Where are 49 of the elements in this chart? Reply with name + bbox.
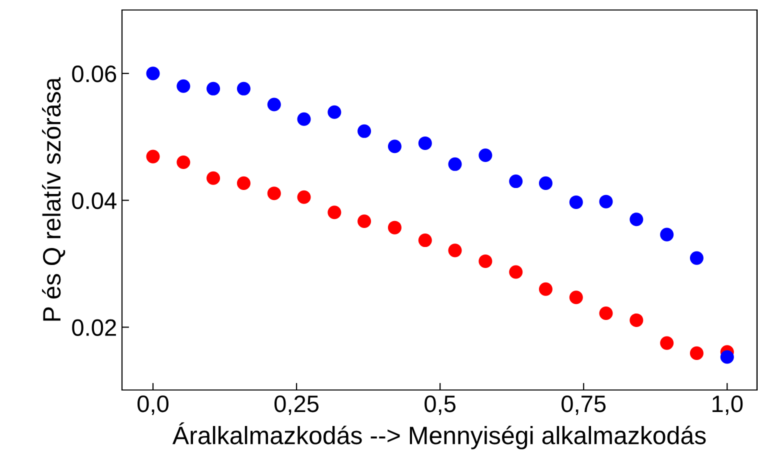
y-axis-title: P és Q relatív szórása (42, 77, 66, 321)
point (176, 79, 190, 93)
point (690, 346, 704, 360)
y-tick-label: 0.04 (72, 192, 116, 210)
x-tick-label: 0,25 (274, 395, 319, 415)
point (599, 194, 613, 208)
x-tick-label: 0,5 (424, 395, 456, 415)
point (509, 265, 523, 279)
point (690, 251, 704, 265)
point (720, 350, 734, 364)
point (630, 313, 644, 327)
y-tick-label: 0.02 (72, 319, 116, 336)
x-tick-label: 1,0 (712, 395, 743, 415)
x-tick-label: 0,75 (562, 395, 606, 415)
point (358, 124, 372, 138)
point (509, 174, 523, 188)
point (358, 214, 372, 228)
point (478, 254, 492, 268)
point (660, 336, 674, 350)
y-tick-label: 0.06 (72, 66, 116, 82)
point (418, 136, 432, 150)
point (569, 290, 583, 304)
point (206, 82, 220, 96)
point (206, 171, 220, 185)
point (448, 244, 462, 258)
point (388, 140, 402, 154)
point (328, 206, 342, 220)
point (297, 112, 311, 126)
point (538, 282, 552, 296)
x-tick-label: 0,0 (138, 395, 168, 415)
point (146, 150, 160, 164)
point (448, 157, 462, 171)
point (478, 148, 492, 162)
point (388, 220, 402, 234)
point (267, 186, 281, 200)
point (328, 105, 342, 119)
point (236, 82, 250, 96)
point (599, 306, 613, 320)
point (297, 190, 311, 204)
point (418, 234, 432, 248)
point (569, 195, 583, 209)
point (267, 98, 281, 112)
point (660, 228, 674, 242)
point (538, 176, 552, 190)
x-axis-title: Áralkalmazkodás --> Mennyiségi alkalmazkodás (172, 422, 706, 450)
point (176, 155, 190, 170)
point (630, 212, 644, 226)
point (146, 66, 160, 80)
point (236, 176, 250, 190)
